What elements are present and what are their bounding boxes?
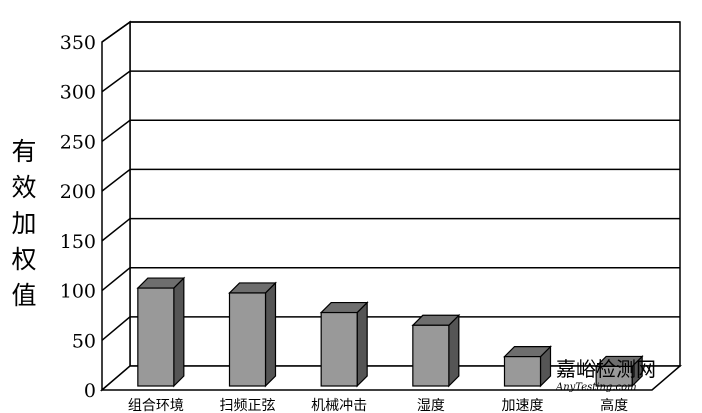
watermark: 嘉峪检测网 bbox=[556, 357, 656, 381]
x-tick-label: 组合环境 bbox=[128, 398, 184, 413]
x-tick-label: 高度 bbox=[600, 397, 628, 413]
y-tick-label: 300 bbox=[60, 82, 96, 104]
bar bbox=[503, 345, 552, 388]
y-tick-label: 350 bbox=[60, 32, 96, 54]
bar-front bbox=[320, 311, 358, 387]
gridline-side bbox=[101, 70, 131, 93]
gridline-side bbox=[101, 21, 131, 43]
bar-side bbox=[448, 313, 460, 388]
bar-front bbox=[595, 365, 633, 387]
bar bbox=[319, 301, 369, 388]
bar-front bbox=[503, 356, 542, 387]
plot-side-wall bbox=[101, 20, 131, 392]
x-tick-label: 加速度 bbox=[502, 398, 544, 413]
x-tick-label: 湿度 bbox=[417, 398, 445, 413]
bar bbox=[228, 281, 277, 388]
gridline-side bbox=[101, 119, 131, 143]
x-tick-label: 机械冲击 bbox=[311, 398, 367, 413]
bar-side bbox=[264, 281, 277, 388]
watermark-subtext: AnyTesting.com bbox=[555, 382, 637, 393]
y-tick-label: 250 bbox=[60, 131, 96, 153]
y-tick-label: 200 bbox=[60, 181, 96, 203]
y-tick-label: 150 bbox=[60, 231, 96, 253]
bar bbox=[594, 354, 644, 388]
x-tick-label: 扫频正弦 bbox=[220, 398, 276, 413]
bar-front bbox=[228, 292, 267, 387]
gridline-side bbox=[101, 316, 131, 341]
y-tick-label: 50 bbox=[72, 330, 96, 352]
bar-front bbox=[412, 324, 450, 387]
bar-side bbox=[173, 276, 185, 388]
gridline-side bbox=[101, 168, 131, 192]
bar bbox=[136, 276, 186, 388]
y-tick-label: 100 bbox=[60, 281, 96, 303]
bar bbox=[411, 313, 461, 388]
y-tick-label: 0 bbox=[84, 380, 96, 402]
y-axis-label: 有效加权值 bbox=[11, 137, 36, 310]
bar-front bbox=[137, 287, 175, 387]
gridline-side bbox=[101, 217, 131, 242]
gridline-side bbox=[101, 267, 131, 292]
bar-side bbox=[356, 301, 368, 388]
plot-back-wall bbox=[129, 21, 681, 367]
